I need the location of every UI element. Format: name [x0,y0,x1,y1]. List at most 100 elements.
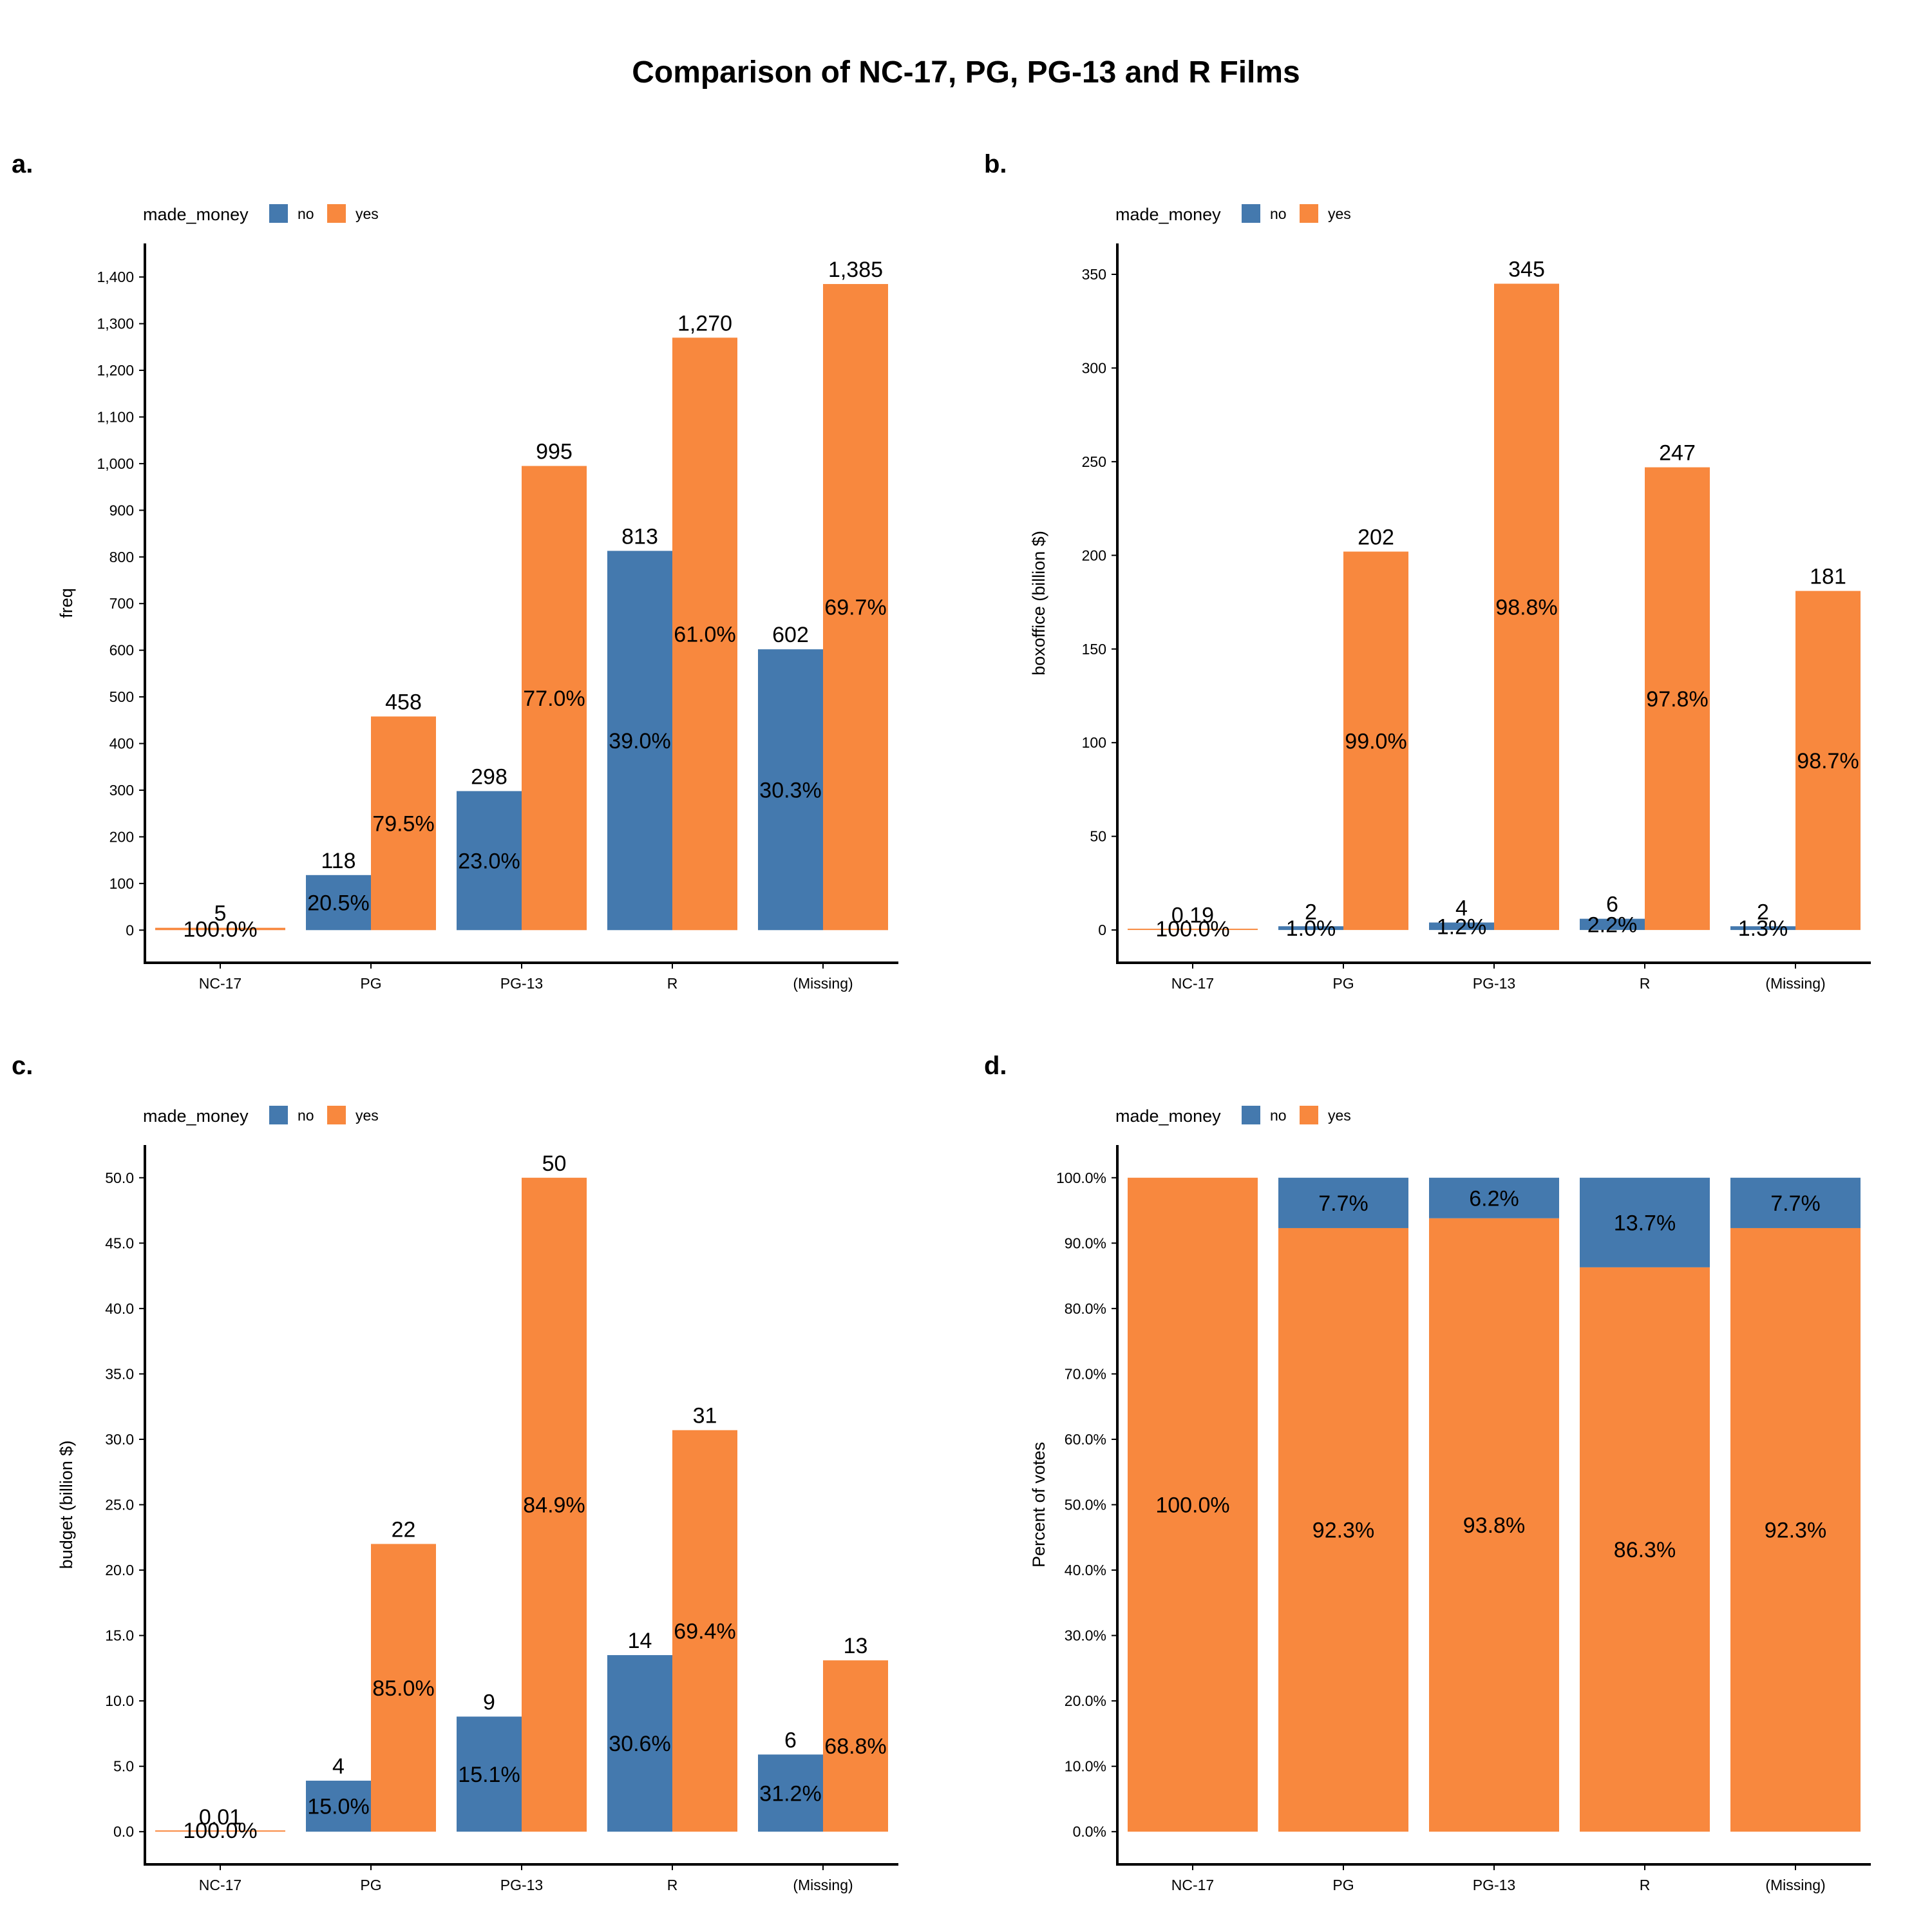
panel-tag: b. [984,150,1007,178]
percent-label: 77.0% [523,687,585,711]
data-label: 13 [844,1634,868,1658]
x-tick-label: PG [1332,1877,1354,1893]
legend-title: made_money [1115,1106,1221,1126]
percent-label: 7.7% [1770,1191,1821,1216]
legend: made_money no yes [143,204,379,224]
bar-yes [1128,1177,1258,1832]
bar-yes [823,1660,888,1832]
data-label: 813 [621,524,658,549]
y-tick-label: 200 [109,828,134,845]
data-label: 9 [483,1690,495,1715]
data-label: 4 [1455,896,1468,920]
y-tick-label: 1,300 [97,316,134,332]
y-tick-label: 50.0 [105,1170,134,1186]
x-tick-label: PG-13 [1473,1877,1515,1893]
legend-title: made_money [143,205,249,224]
bar-no [1429,922,1494,931]
bar-yes [371,1544,436,1832]
panel-d: d. made_money no yes 0.0% 10.0% 20.0% 30.0% 40.0… [984,1052,1871,1893]
y-tick-label: 600 [109,642,134,659]
panel-tag: c. [12,1052,33,1080]
data-label: 5 [214,902,227,926]
legend-swatch-yes [327,204,346,223]
y-tick-label: 0.0% [1073,1823,1106,1840]
legend: made_money no yes [1115,1106,1351,1126]
percent-label: 61.0% [674,622,735,647]
y-tick-label: 300 [109,782,134,799]
y-tick-label: 150 [1082,641,1106,658]
y-tick-label: 50.0% [1065,1497,1106,1513]
percent-label: 93.8% [1463,1513,1525,1538]
percent-label: 30.6% [609,1732,670,1756]
x-tick-label: PG-13 [1473,975,1515,992]
percent-label: 100.0% [183,917,257,942]
y-tick-label: 250 [1082,453,1106,470]
percent-label: 30.3% [759,778,821,802]
percent-label: 15.1% [458,1763,520,1787]
legend-title: made_money [1115,205,1221,224]
data-label: 4 [332,1754,345,1779]
legend: made_money no yes [143,1106,379,1126]
data-label: 298 [471,764,507,789]
y-tick-label: 100 [109,875,134,892]
x-tick-label: NC-17 [199,975,242,992]
bar-yes [522,1177,587,1832]
bar-yes [672,337,737,931]
data-label: 1,385 [828,258,883,282]
y-tick-label: 1,200 [97,362,134,379]
percent-label: 1.2% [1437,914,1487,939]
bar-yes [1580,1267,1710,1832]
y-tick-label: 700 [109,595,134,612]
bar-yes [1128,929,1258,931]
percent-label: 79.5% [372,811,434,836]
x-tick-label: NC-17 [199,1877,242,1893]
percent-label: 92.3% [1765,1519,1826,1543]
y-tick-label: 40.0 [105,1300,134,1317]
y-tick-label: 10.0% [1065,1758,1106,1775]
percent-label: 6.2% [1469,1186,1519,1211]
y-axis-title: freq [57,588,76,618]
y-tick-label: 800 [109,549,134,565]
y-tick-label: 25.0 [105,1497,134,1513]
bar-yes [1645,467,1710,931]
y-tick-label: 0.0 [113,1823,134,1840]
bar-no [758,649,823,931]
data-label: 247 [1659,441,1696,466]
y-tick-label: 5.0 [113,1758,134,1775]
legend-swatch-yes [1300,204,1318,223]
bar-yes [155,927,285,931]
percent-label: 69.7% [824,596,886,620]
data-label: 458 [385,690,422,715]
legend-swatch-no [1242,204,1260,223]
y-tick-label: 1,000 [97,455,134,472]
y-tick-label: 0 [1098,922,1106,938]
percent-label: 23.0% [458,849,520,873]
percent-label: 100.0% [1155,917,1229,942]
y-tick-label: 45.0 [105,1235,134,1251]
x-tick-label: NC-17 [1171,1877,1214,1893]
y-tick-label: 900 [109,502,134,518]
bar-yes [522,466,587,931]
bar-no [1429,1177,1559,1218]
panel-tag: d. [984,1052,1007,1080]
y-tick-label: 100 [1082,734,1106,751]
bar-no [306,1781,371,1832]
y-tick-label: 500 [109,688,134,705]
y-tick-label: 100.0% [1056,1170,1106,1186]
percent-label: 85.0% [372,1676,434,1701]
bar-yes [1429,1218,1559,1832]
data-label: 602 [772,623,809,647]
y-tick-label: 30.0% [1065,1627,1106,1644]
x-tick-label: (Missing) [793,975,853,992]
data-label: 0.01 [199,1805,242,1830]
legend-label-yes: yes [355,205,379,222]
y-tick-label: 90.0% [1065,1235,1106,1251]
percent-label: 13.7% [1614,1211,1676,1235]
x-tick-label: R [1640,975,1651,992]
percent-label: 98.8% [1495,595,1557,620]
bar-yes [1730,1227,1861,1832]
x-tick-label: PG-13 [500,1877,543,1893]
y-tick-label: 200 [1082,547,1106,564]
y-tick-label: 80.0% [1065,1300,1106,1317]
legend-swatch-no [269,204,288,223]
